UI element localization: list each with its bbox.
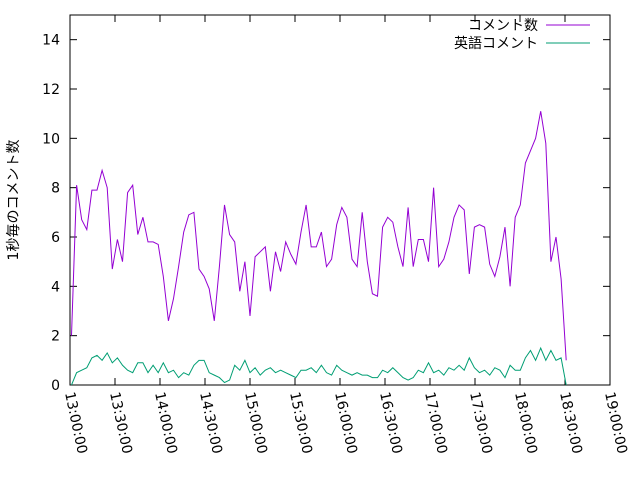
- y-tick-label: 4: [51, 279, 60, 295]
- y-tick-label: 10: [42, 131, 60, 147]
- y-tick-label: 8: [51, 181, 60, 197]
- legend-label: 英語コメント: [454, 35, 538, 52]
- series-line: [71, 346, 567, 386]
- y-tick-label: 0: [51, 378, 60, 394]
- series-line: [71, 111, 567, 361]
- y-tick-label: 14: [42, 33, 60, 49]
- legend-label: コメント数: [468, 18, 538, 34]
- y-tick-label: 6: [51, 230, 60, 246]
- y-tick-label: 12: [42, 82, 60, 98]
- y-axis-label: 1秒毎のコメント数: [6, 140, 22, 261]
- y-tick-label: 2: [51, 329, 60, 345]
